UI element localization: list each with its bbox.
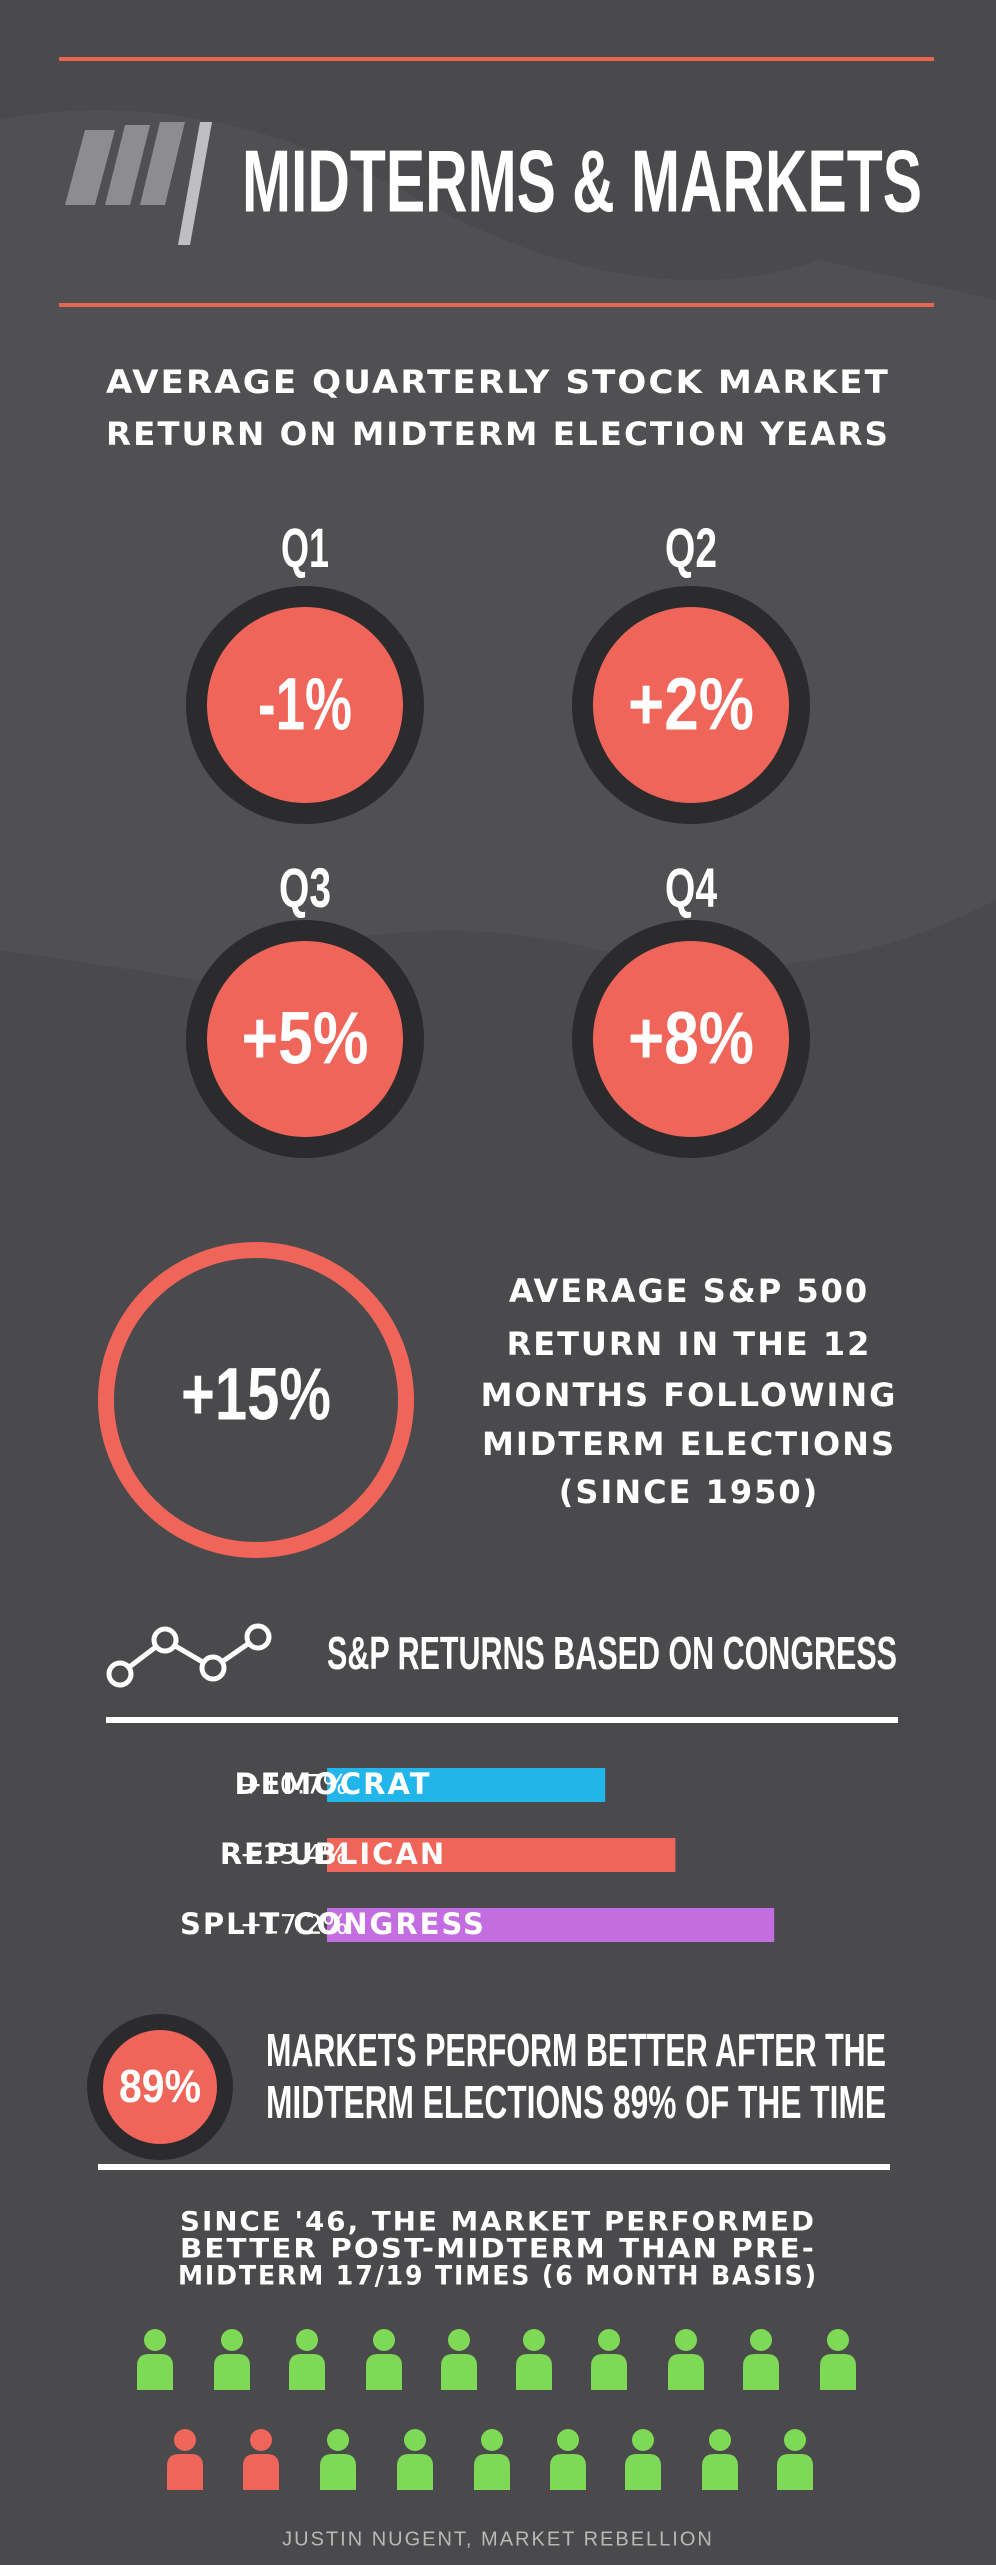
person-icon (397, 2429, 433, 2490)
quarter-label: Q4 (665, 856, 717, 919)
annual-ring (98, 1242, 414, 1558)
quarter: Q2 +2% (572, 516, 810, 824)
annual-text: RETURN IN THE 12 (507, 1325, 872, 1363)
frequency-value: 89% (119, 2060, 201, 2112)
person-icon (550, 2429, 586, 2490)
line-icon (106, 1623, 272, 1688)
person-icon (777, 2429, 813, 2490)
disc (103, 2030, 217, 2144)
person-icon (668, 2329, 704, 2390)
annual-text: AVERAGE S&P 500 (509, 1272, 869, 1310)
history-text: BETTER POST-MIDTERM THAN PRE- (180, 2234, 816, 2265)
quarter: Q3 +5% (186, 856, 424, 1158)
subtitle: AVERAGE QUARTERLY STOCK MARKET (106, 363, 890, 401)
person-icon (167, 2429, 203, 2490)
person-icon (289, 2329, 325, 2390)
disc (207, 607, 403, 803)
icon-row (137, 2329, 856, 2390)
history-text: SINCE '46, THE MARKET PERFORMED (180, 2207, 816, 2238)
person-icon (243, 2429, 279, 2490)
bar (327, 1768, 606, 1802)
person-icon (702, 2429, 738, 2490)
quarter-value: +8% (628, 997, 754, 1080)
annual-value: +15% (181, 1353, 331, 1436)
quarter: Q1 -1% (186, 516, 424, 824)
quarter-value: +5% (242, 997, 369, 1080)
disc (593, 607, 789, 803)
bar-value-label: +17.2% (240, 1910, 348, 1941)
quarter-label: Q1 (281, 516, 329, 579)
history-text: MIDTERM 17/19 TIMES (6 MONTH BASIS) (178, 2261, 818, 2292)
person-icon (366, 2329, 402, 2390)
bar-value-label: +13.4% (240, 1840, 348, 1871)
person-icon (441, 2329, 477, 2390)
annual-text: MIDTERM ELECTIONS (482, 1425, 896, 1463)
bar-category-label: SPLIT CONGRESS (180, 1907, 486, 1941)
disc (207, 941, 403, 1137)
bar (327, 1838, 676, 1872)
person-icon (474, 2429, 510, 2490)
person-icon (137, 2329, 173, 2390)
bar-category-label: DEMOCRAT (235, 1767, 432, 1801)
quarter-value: -1% (258, 663, 352, 746)
bar-category-label: REPUBLICAN (220, 1837, 446, 1871)
quarter: Q4 +8% (572, 856, 810, 1158)
map-shape (0, 110, 996, 980)
footer: JUSTIN NUGENT, MARKET REBELLION (282, 2528, 714, 2550)
quarter-label: Q3 (279, 856, 331, 919)
icon-row (167, 2429, 813, 2490)
frequency-text: MIDTERM ELECTIONS 89% OF THE TIME (266, 2076, 886, 2128)
bar (327, 1908, 775, 1942)
person-icon (743, 2329, 779, 2390)
person-icon (320, 2429, 356, 2490)
congress-title: S&P RETURNS BASED ON CONGRESS (327, 1627, 897, 1679)
disc (593, 941, 789, 1137)
person-icon (820, 2329, 856, 2390)
person-icon (625, 2429, 661, 2490)
frequency-text: MARKETS PERFORM BETTER AFTER THE (266, 2024, 886, 2076)
annual-text: MONTHS FOLLOWING (481, 1376, 898, 1414)
quarter-value: +2% (628, 663, 754, 746)
bar-chart: +10.7%DEMOCRAT +13.4%REPUBLICAN +17.2%SPLI… (180, 1767, 775, 1942)
person-icon (591, 2329, 627, 2390)
subtitle: RETURN ON MIDTERM ELECTION YEARS (106, 415, 890, 453)
quarter-label: Q2 (665, 516, 717, 579)
bar-value-label: +10.7% (240, 1770, 348, 1801)
title: MIDTERMS & MARKETS (242, 131, 922, 230)
logo (65, 122, 212, 245)
person-icon (516, 2329, 552, 2390)
person-icon (214, 2329, 250, 2390)
annual-text: (SINCE 1950) (559, 1473, 820, 1511)
